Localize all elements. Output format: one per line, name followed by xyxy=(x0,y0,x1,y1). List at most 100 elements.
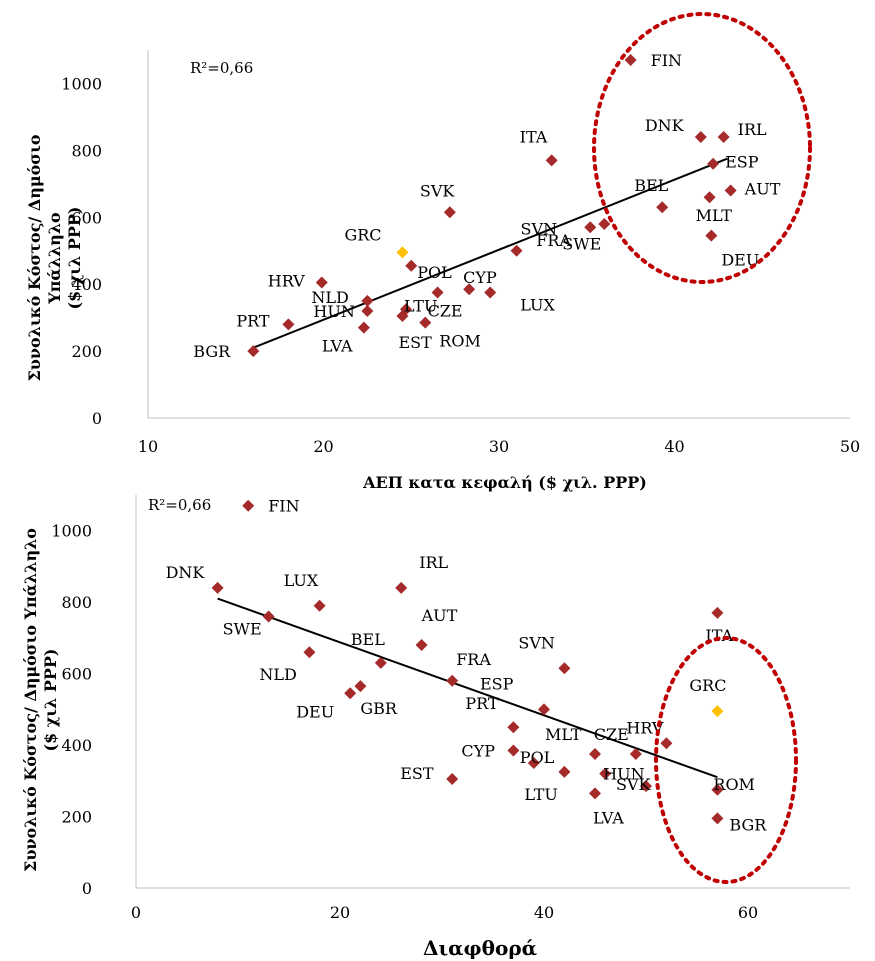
y-axis-title-line-1: Συνολικό Κόστος/ Δημόσιο Υπάλληλο xyxy=(21,528,40,872)
y-axis-title-line-2: Υπάλληλο xyxy=(45,212,64,305)
point-label-bgr: BGR xyxy=(729,815,767,834)
data-point-mlt xyxy=(589,748,601,761)
point-label-lva: LVA xyxy=(322,337,353,356)
point-label-ltu: LTU xyxy=(524,785,557,804)
point-label-deu: DEU xyxy=(296,702,334,721)
x-tick-label: 20 xyxy=(330,903,350,922)
scatter-chart-gdp: R²=0,66 ΑΕΠ κατα κεφαλή ($ χιλ. PPP) Συν… xyxy=(25,12,860,492)
data-point-hrv xyxy=(660,737,673,750)
point-label-est: EST xyxy=(398,333,432,352)
point-label-grc: GRC xyxy=(344,225,381,244)
y-tick-label: 0 xyxy=(82,879,92,898)
point-label-rom: ROM xyxy=(439,332,481,351)
data-point-lux xyxy=(313,599,326,612)
point-label-rom: ROM xyxy=(713,775,755,794)
point-label-fra: FRA xyxy=(456,650,491,669)
y-tick-label: 400 xyxy=(71,275,102,294)
data-point-fra xyxy=(598,217,611,230)
point-label-grc: GRC xyxy=(689,676,726,695)
data-point-bel xyxy=(656,201,669,214)
data-point-prt xyxy=(507,721,520,734)
point-label-fra: FRA xyxy=(536,231,571,250)
point-label-pol: POL xyxy=(417,263,452,282)
y-axis-title-line-1: Συνολικό Κόστος/ Δημόσιο xyxy=(25,134,44,381)
data-point-deu xyxy=(344,687,357,700)
point-label-svk: SVK xyxy=(616,775,652,794)
data-point-grc xyxy=(396,246,409,259)
point-label-dnk: DNK xyxy=(166,563,206,582)
data-point-ita xyxy=(545,154,558,167)
point-label-hun: HUN xyxy=(603,765,644,784)
point-label-esp: ESP xyxy=(725,153,759,172)
point-label-nld: NLD xyxy=(311,288,348,307)
point-label-ita: ITA xyxy=(705,626,733,645)
y-tick-label: 200 xyxy=(61,808,92,827)
data-point-pol xyxy=(405,259,418,272)
data-point-dnk xyxy=(694,130,707,143)
data-point-ltu xyxy=(558,765,571,778)
data-point-gbr xyxy=(354,680,367,693)
data-point-aut xyxy=(415,639,428,652)
data-point-hun xyxy=(361,304,374,317)
data-point-prt xyxy=(282,318,295,331)
point-label-cyp: CYP xyxy=(461,741,495,760)
point-label-cze: CZE xyxy=(428,302,463,321)
data-point-ita xyxy=(711,606,724,619)
point-label-bgr: BGR xyxy=(193,342,231,361)
data-point-fin xyxy=(242,499,255,512)
point-label-mlt: MLT xyxy=(696,206,733,225)
x-tick-label: 50 xyxy=(840,437,860,456)
point-label-aut: AUT xyxy=(421,606,458,625)
x-axis-title: Διαφθορά xyxy=(423,936,537,960)
y-tick-label: 200 xyxy=(71,342,102,361)
point-label-est: EST xyxy=(400,764,434,783)
data-point-lva xyxy=(357,321,370,334)
data-point-esp xyxy=(707,157,720,170)
y-tick-label: 800 xyxy=(61,593,92,612)
data-point-aut xyxy=(724,184,737,197)
point-label-aut: AUT xyxy=(744,180,781,199)
data-point-nld xyxy=(303,646,316,659)
y-tick-label: 400 xyxy=(61,736,92,755)
point-label-bel: BEL xyxy=(351,630,385,649)
x-axis-title: ΑΕΠ κατα κεφαλή ($ χιλ. PPP) xyxy=(362,473,647,492)
data-point-bel xyxy=(374,656,387,669)
point-label-mlt: MLT xyxy=(545,725,582,744)
point-label-prt: PRT xyxy=(236,311,270,330)
data-point-irl xyxy=(395,581,408,594)
point-label-hrv: HRV xyxy=(268,272,305,291)
point-label-dnk: DNK xyxy=(645,116,685,135)
data-point-fra xyxy=(446,674,459,687)
point-label-lux: LUX xyxy=(520,296,555,315)
x-tick-label: 30 xyxy=(489,437,509,456)
point-label-deu: DEU xyxy=(721,251,759,270)
data-point-svn xyxy=(558,662,571,675)
data-point-hun xyxy=(599,767,612,780)
y-axis-title-line-2: ($ χιλ PPP) xyxy=(41,649,60,752)
point-label-svn: SVN xyxy=(518,633,555,652)
data-point-cze xyxy=(431,286,444,299)
point-label-bel: BEL xyxy=(634,176,668,195)
data-point-nld xyxy=(361,294,374,307)
point-label-irl: IRL xyxy=(738,120,767,139)
point-label-swe: SWE xyxy=(223,619,262,638)
trend-line xyxy=(217,597,718,779)
data-point-pol xyxy=(527,756,540,769)
data-point-mlt xyxy=(703,191,716,204)
x-tick-label: 10 xyxy=(138,437,158,456)
point-label-hun: HUN xyxy=(313,302,354,321)
data-point-rom xyxy=(711,783,724,796)
y-axis-title-line-3: ($ χιλ PPP) xyxy=(65,207,84,310)
data-point-cze xyxy=(629,748,642,761)
r-squared-annotation: R²=0,66 xyxy=(190,59,253,77)
data-point-bgr xyxy=(247,345,260,358)
data-point-esp xyxy=(538,703,550,716)
point-label-pol: POL xyxy=(520,748,555,767)
data-point-est xyxy=(396,309,409,322)
point-label-lva: LVA xyxy=(593,808,624,827)
point-label-prt: PRT xyxy=(465,694,499,713)
point-label-esp: ESP xyxy=(480,674,514,693)
point-label-ltu: LTU xyxy=(404,296,437,315)
point-label-swe: SWE xyxy=(562,234,601,253)
y-tick-label: 600 xyxy=(61,665,92,684)
